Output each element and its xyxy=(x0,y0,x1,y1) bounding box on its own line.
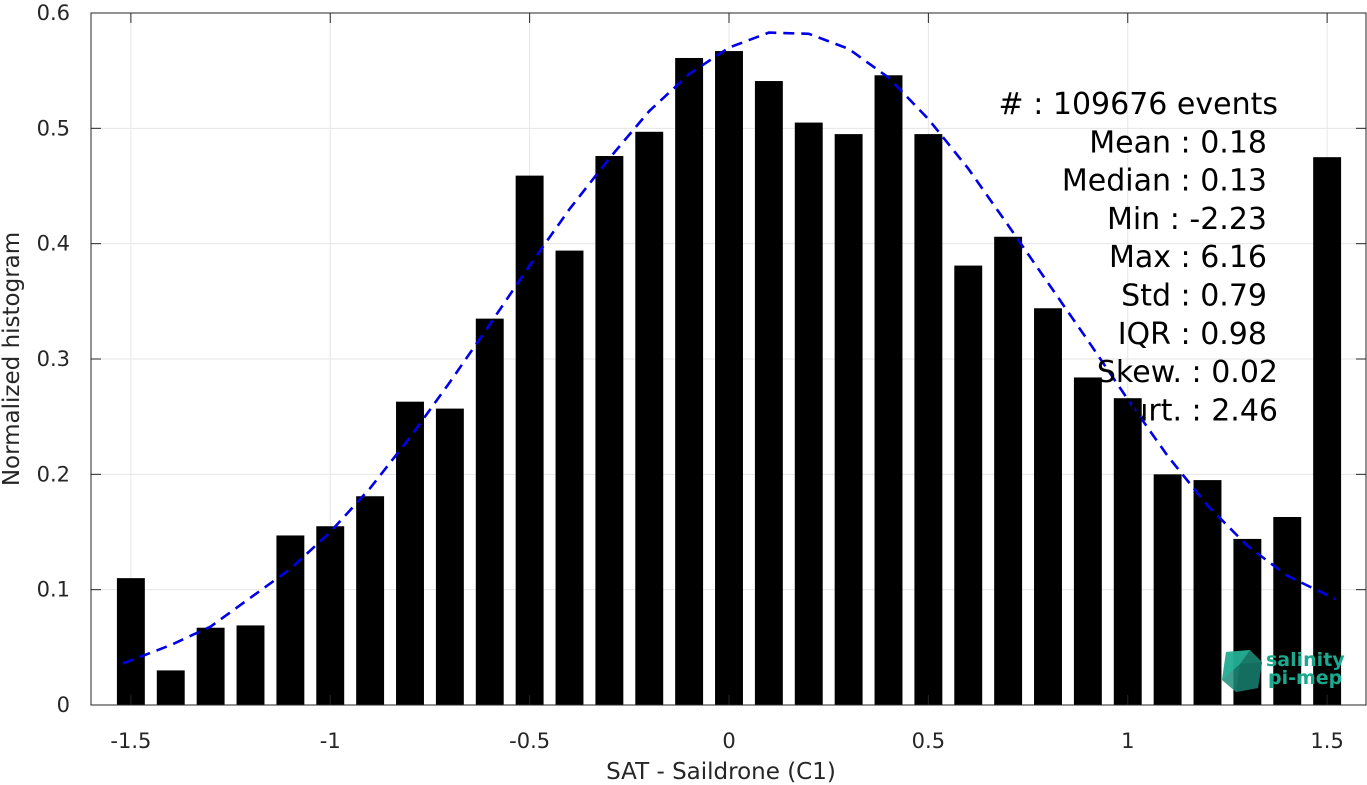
y-tick-label: 0.4 xyxy=(37,232,70,256)
histogram-bar xyxy=(954,265,983,705)
y-tick-label: 0.3 xyxy=(37,347,70,371)
histogram-bar xyxy=(515,175,544,705)
histogram-bar xyxy=(834,134,863,706)
stat-line: Median : 0.13 xyxy=(1062,164,1267,199)
x-tick-label: 0.5 xyxy=(912,729,945,753)
histogram-bar xyxy=(595,156,624,706)
histogram-bar xyxy=(435,408,464,705)
histogram-bar xyxy=(356,496,385,705)
x-tick-label: 1 xyxy=(1121,729,1134,753)
y-axis-label: Normalized histogram xyxy=(0,232,25,486)
axes-frame xyxy=(90,12,1367,706)
histogram-bar xyxy=(1273,517,1302,705)
histogram-bars xyxy=(116,51,1342,706)
histogram-bar xyxy=(396,401,424,705)
y-tick-label: 0.5 xyxy=(37,116,70,140)
histogram-bar xyxy=(316,526,345,705)
stat-line: # : 109676 events xyxy=(999,87,1278,122)
cube-icon xyxy=(1222,650,1262,692)
x-tick-label: -0.5 xyxy=(509,729,550,753)
x-tick-label: -1 xyxy=(320,729,341,753)
y-tick-label: 0 xyxy=(57,693,70,717)
histogram-bar xyxy=(116,578,145,705)
histogram-bar xyxy=(1034,308,1062,705)
y-tick-label: 0.1 xyxy=(37,578,70,602)
histogram-bar xyxy=(635,131,664,705)
logo-line-1: salinity xyxy=(1266,649,1345,671)
stat-line: IQR : 0.98 xyxy=(1118,317,1267,352)
y-tick-labels: 0 0.1 0.2 0.3 0.4 0.5 0.6 xyxy=(37,1,70,717)
histogram-bar xyxy=(794,122,823,706)
histogram-bar xyxy=(196,627,225,705)
histogram-bar xyxy=(1153,474,1182,705)
y-tick-label: 0.2 xyxy=(37,462,70,486)
stat-line: Skew. : 0.02 xyxy=(1097,355,1278,390)
x-axis-label: SAT - Saildrone (C1) xyxy=(606,759,836,785)
histogram-bar xyxy=(675,57,704,706)
histogram-bar xyxy=(1193,480,1222,705)
histogram-bar xyxy=(754,81,783,705)
stat-line: Kurt. : 2.46 xyxy=(1111,393,1278,428)
histogram-bar xyxy=(1073,377,1102,705)
histogram-bar xyxy=(994,236,1023,705)
x-tick-label: 1.5 xyxy=(1310,729,1343,753)
histogram-bar xyxy=(236,625,265,705)
histogram-bar xyxy=(1313,157,1342,705)
y-tick-label: 0.6 xyxy=(37,1,70,25)
histogram-bar xyxy=(874,75,903,705)
x-tick-label: 0 xyxy=(722,729,735,753)
histogram-bar xyxy=(1113,398,1142,705)
stat-line: Std : 0.79 xyxy=(1121,279,1267,314)
histogram-bar xyxy=(156,670,185,705)
stat-line: Min : -2.23 xyxy=(1107,202,1267,237)
histogram-bar xyxy=(715,51,743,706)
histogram-bar xyxy=(276,535,305,705)
logo-line-2: pi-mep xyxy=(1268,667,1342,689)
x-tick-label: -1.5 xyxy=(110,729,151,753)
stat-line: Max : 6.16 xyxy=(1109,240,1267,275)
salinity-pi-mep-logo: salinity pi-mep xyxy=(1222,649,1345,692)
x-tick-labels: -1.5 -1 -0.5 0 0.5 1 1.5 xyxy=(110,729,1343,753)
histogram-bar xyxy=(914,134,943,706)
stat-line: Mean : 0.18 xyxy=(1089,125,1267,160)
histogram-bar xyxy=(555,250,584,705)
histogram-bar xyxy=(475,318,504,705)
